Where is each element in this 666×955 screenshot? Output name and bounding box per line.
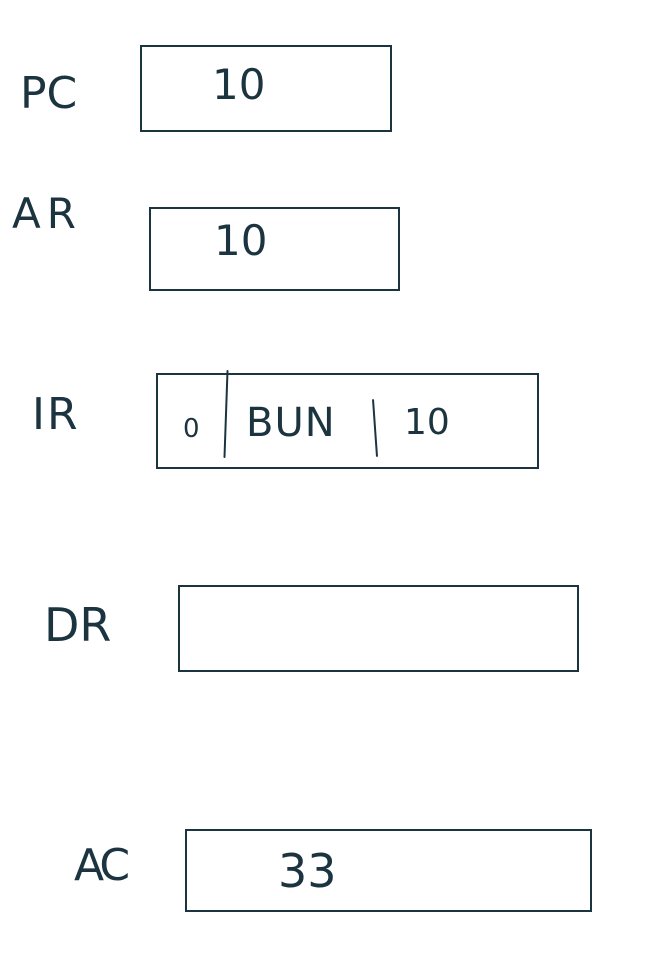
ar-label: AR bbox=[12, 189, 82, 238]
dr-register-box bbox=[178, 585, 579, 672]
pc-register-box bbox=[140, 45, 392, 132]
pc-value: 10 bbox=[212, 60, 266, 109]
ir-register-box bbox=[156, 373, 539, 469]
ar-value: 10 bbox=[214, 216, 268, 265]
pc-label: PC bbox=[20, 68, 78, 119]
ac-value: 33 bbox=[278, 844, 337, 898]
ir-i-bit: 0 bbox=[183, 414, 200, 444]
dr-label: DR bbox=[44, 598, 112, 652]
ac-register-box bbox=[185, 829, 592, 912]
ir-label: IR bbox=[32, 389, 80, 440]
ir-opcode: BUN bbox=[246, 400, 336, 446]
ir-address: 10 bbox=[404, 402, 450, 443]
ac-label: AC bbox=[74, 840, 130, 891]
ar-register-box bbox=[149, 207, 400, 291]
